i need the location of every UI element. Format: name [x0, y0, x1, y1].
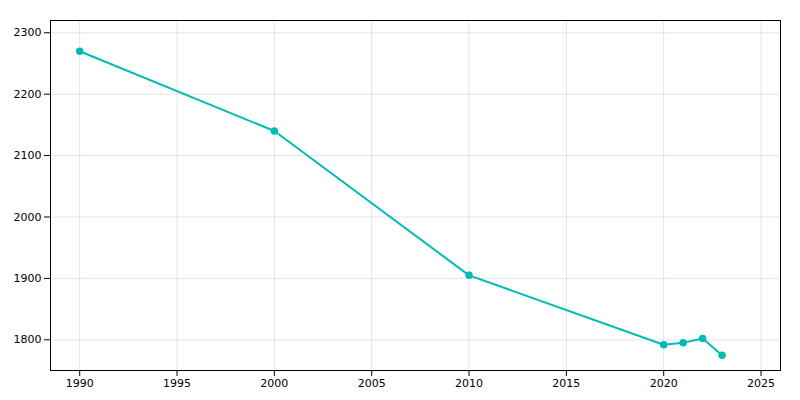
svg-text:2000: 2000 — [260, 377, 288, 390]
svg-text:2000: 2000 — [14, 211, 42, 224]
svg-text:2300: 2300 — [14, 26, 42, 39]
svg-text:2020: 2020 — [650, 377, 678, 390]
svg-text:1995: 1995 — [163, 377, 191, 390]
svg-text:2015: 2015 — [552, 377, 580, 390]
svg-text:2100: 2100 — [14, 149, 42, 162]
svg-text:2005: 2005 — [358, 377, 386, 390]
svg-text:1900: 1900 — [14, 272, 42, 285]
svg-text:2200: 2200 — [14, 88, 42, 101]
svg-text:2010: 2010 — [455, 377, 483, 390]
svg-text:1990: 1990 — [66, 377, 94, 390]
svg-text:1800: 1800 — [14, 333, 42, 346]
svg-text:2025: 2025 — [747, 377, 775, 390]
